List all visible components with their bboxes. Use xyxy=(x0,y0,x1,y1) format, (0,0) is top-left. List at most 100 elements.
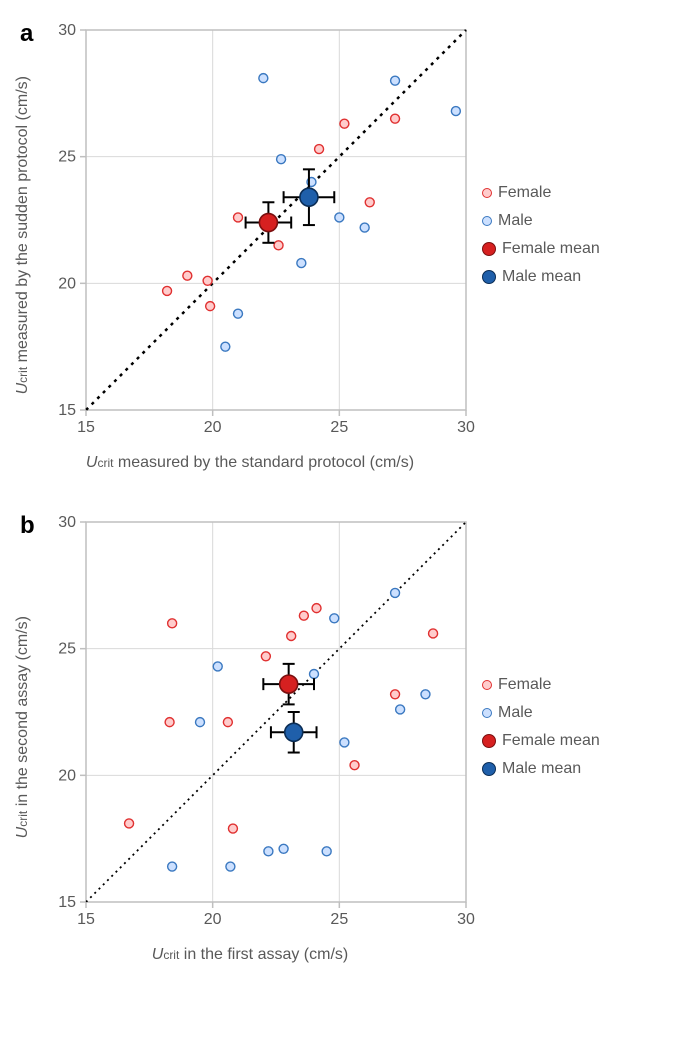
panel-a-label: a xyxy=(20,20,33,48)
panel-a-x-axis-label: Ucrit measured by the standard protocol … xyxy=(10,454,490,472)
x-tick-label: 30 xyxy=(457,419,475,436)
legend-male-mean-label: Male mean xyxy=(502,268,581,286)
female-point xyxy=(391,114,400,123)
male-point xyxy=(297,259,306,268)
male-point xyxy=(322,847,331,856)
y-tick-label: 20 xyxy=(58,767,76,784)
y-tick-label: 20 xyxy=(58,275,76,292)
y-tick-label: 15 xyxy=(58,894,76,911)
male-point xyxy=(259,74,268,83)
female-mean xyxy=(259,214,277,232)
male-mean xyxy=(285,723,303,741)
legend-female-mean-label: Female mean xyxy=(502,732,600,750)
female-point xyxy=(228,824,237,833)
panel_b-svg: 15 20 25 30 15 20 25 30 xyxy=(36,512,476,942)
panel-b-plot: 15 20 25 30 15 20 25 30 xyxy=(36,512,476,942)
y-tick-label: 15 xyxy=(58,402,76,419)
y-tick-label: 30 xyxy=(58,22,76,39)
male-point xyxy=(335,213,344,222)
female-point xyxy=(340,119,349,128)
female-point xyxy=(163,286,172,295)
legend-female-label: Female xyxy=(498,184,551,202)
panel-b: b Ucrit in the second assay (cm/s) 15 20 2… xyxy=(10,512,675,964)
x-tick-label: 25 xyxy=(330,419,348,436)
y-tick-label: 30 xyxy=(58,514,76,531)
legend-female: Female xyxy=(482,184,600,202)
female-point xyxy=(299,611,308,620)
male-point xyxy=(391,588,400,597)
female-point xyxy=(429,629,438,638)
figure-container: a Ucrit measured by the sudden protocol … xyxy=(0,0,685,1034)
legend-male: Male xyxy=(482,704,600,722)
male-point xyxy=(221,342,230,351)
male-point xyxy=(264,847,273,856)
legend-male-label: Male xyxy=(498,212,533,230)
legend-female-mean-swatch xyxy=(482,734,496,748)
female-point xyxy=(365,198,374,207)
female-point xyxy=(315,145,324,154)
female-point xyxy=(206,302,215,311)
female-point xyxy=(391,690,400,699)
panel-a-plot: 15 20 25 30 15 20 25 30 xyxy=(36,20,476,450)
female-point xyxy=(261,652,270,661)
legend-female-mean: Female mean xyxy=(482,732,600,750)
x-tick-label: 15 xyxy=(77,911,95,928)
female-point xyxy=(125,819,134,828)
x-tick-label: 30 xyxy=(457,911,475,928)
x-tick-label: 25 xyxy=(330,911,348,928)
female-point xyxy=(274,241,283,250)
legend-female-label: Female xyxy=(498,676,551,694)
panel-a-y-axis-label: Ucrit measured by the sudden protocol (c… xyxy=(10,76,36,394)
panel-b-y-axis-label: Ucrit in the second assay (cm/s) xyxy=(10,616,36,838)
male-point xyxy=(360,223,369,232)
panel-b-row: Ucrit in the second assay (cm/s) 15 20 25 3… xyxy=(10,512,675,942)
panel-a: a Ucrit measured by the sudden protocol … xyxy=(10,20,675,472)
y-tick-label: 25 xyxy=(58,641,76,658)
panel_a-svg: 15 20 25 30 15 20 25 30 xyxy=(36,20,476,450)
legend-female-mean-swatch xyxy=(482,242,496,256)
male-point xyxy=(168,862,177,871)
legend-female-swatch xyxy=(482,188,492,198)
male-mean xyxy=(300,188,318,206)
identity-line xyxy=(86,522,466,902)
legend-male-swatch xyxy=(482,708,492,718)
female-point xyxy=(287,632,296,641)
female-point xyxy=(165,718,174,727)
male-point xyxy=(391,76,400,85)
legend-male: Male xyxy=(482,212,600,230)
male-point xyxy=(279,844,288,853)
legend-female-mean: Female mean xyxy=(482,240,600,258)
legend-male-mean-swatch xyxy=(482,270,496,284)
female-point xyxy=(234,213,243,222)
panel-a-legend: Female Male Female mean Male mean xyxy=(482,174,600,296)
female-point xyxy=(203,276,212,285)
male-point xyxy=(213,662,222,671)
male-point xyxy=(451,107,460,116)
male-point xyxy=(234,309,243,318)
female-point xyxy=(312,604,321,613)
x-tick-label: 15 xyxy=(77,419,95,436)
x-tick-label: 20 xyxy=(204,419,222,436)
panel-a-row: Ucrit measured by the sudden protocol (c… xyxy=(10,20,675,450)
legend-female-swatch xyxy=(482,680,492,690)
legend-male-mean: Male mean xyxy=(482,268,600,286)
x-tick-label: 20 xyxy=(204,911,222,928)
male-point xyxy=(196,718,205,727)
female-mean xyxy=(280,675,298,693)
legend-female: Female xyxy=(482,676,600,694)
male-point xyxy=(310,670,319,679)
legend-male-label: Male xyxy=(498,704,533,722)
legend-female-mean-label: Female mean xyxy=(502,240,600,258)
panel-b-x-axis-label: Ucrit in the first assay (cm/s) xyxy=(10,946,490,964)
panel-b-legend: Female Male Female mean Male mean xyxy=(482,666,600,788)
panel-b-label: b xyxy=(20,512,35,540)
female-point xyxy=(168,619,177,628)
female-point xyxy=(183,271,192,280)
male-point xyxy=(277,155,286,164)
legend-male-swatch xyxy=(482,216,492,226)
female-point xyxy=(223,718,232,727)
legend-male-mean-label: Male mean xyxy=(502,760,581,778)
male-point xyxy=(421,690,430,699)
y-tick-label: 25 xyxy=(58,149,76,166)
male-point xyxy=(330,614,339,623)
